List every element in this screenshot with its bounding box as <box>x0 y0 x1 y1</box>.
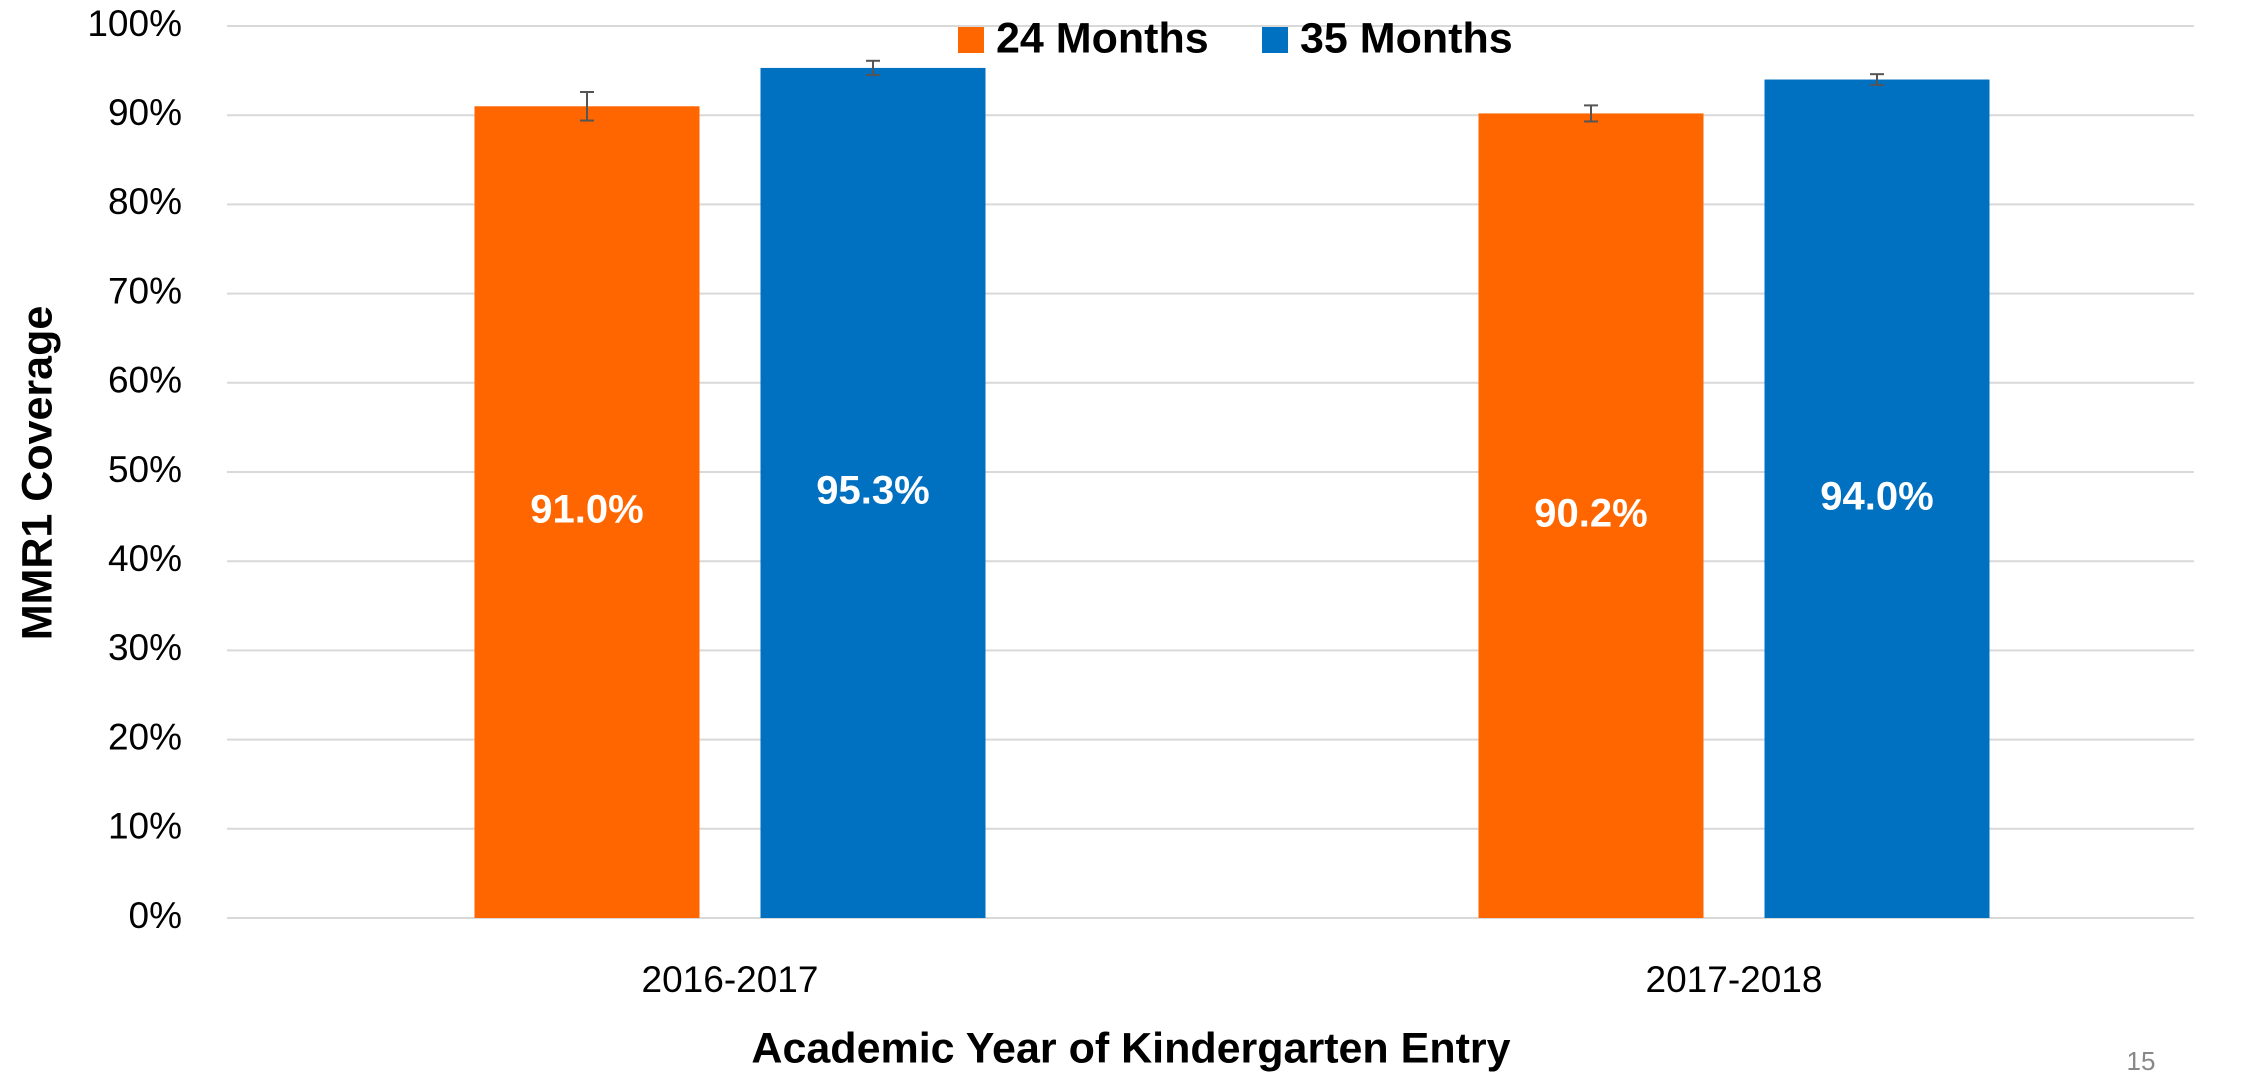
y-tick-label: 80% <box>108 181 182 222</box>
value-label: 94.0% <box>1820 474 1933 518</box>
y-tick-label: 70% <box>108 270 182 311</box>
y-tick-label: 20% <box>108 716 182 757</box>
x-tick-label: 2017-2018 <box>1646 959 1823 1000</box>
y-tick-label: 30% <box>108 627 182 668</box>
page-number: 15 <box>2127 1046 2156 1075</box>
legend-label: 24 Months <box>996 14 1209 62</box>
y-tick-label: 100% <box>87 3 182 44</box>
legend-swatch <box>958 27 984 53</box>
legend-swatch <box>1262 27 1288 53</box>
y-tick-label: 90% <box>108 92 182 133</box>
bar <box>474 106 700 918</box>
y-tick-label: 40% <box>108 538 182 579</box>
legend-label: 35 Months <box>1300 14 1513 62</box>
bar <box>1478 113 1704 918</box>
y-tick-label: 10% <box>108 806 182 847</box>
value-label: 90.2% <box>1534 491 1647 535</box>
x-axis-title: Academic Year of Kindergarten Entry <box>751 1024 1510 1072</box>
y-tick-label: 50% <box>108 449 182 490</box>
bar <box>760 67 986 918</box>
y-tick-label: 0% <box>129 895 182 936</box>
y-axis-title: MMR1 Coverage <box>13 306 61 641</box>
value-label: 95.3% <box>816 469 929 513</box>
bar <box>1764 79 1990 918</box>
y-tick-label: 60% <box>108 360 182 401</box>
value-label: 91.0% <box>530 488 643 532</box>
x-tick-label: 2016-2017 <box>642 959 819 1000</box>
